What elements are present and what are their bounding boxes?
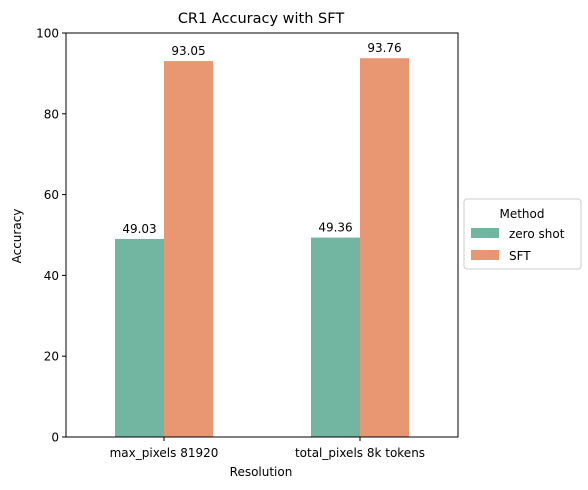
x-axis-label: Resolution (230, 465, 293, 479)
chart-title: CR1 Accuracy with SFT (178, 11, 345, 27)
legend-label: SFT (509, 249, 531, 263)
plot-area: 0 20 40 60 80 100 max_pixels 81920 total_pixel… (36, 27, 459, 460)
bar-sft (164, 61, 213, 437)
legend-title: Method (499, 207, 544, 221)
y-tick-label: 0 (51, 431, 59, 445)
legend-swatch (471, 250, 499, 260)
x-tick-label: max_pixels 81920 (110, 446, 219, 460)
data-labels: 49.03 93.05 49.36 93.76 (122, 41, 401, 236)
legend-items: zero shot SFT (471, 227, 565, 263)
x-axis-ticks: max_pixels 81920 total_pixels 8k tokens (110, 437, 425, 460)
bars (115, 58, 409, 438)
data-label: 49.03 (122, 222, 156, 236)
y-axis-label: Accuracy (10, 209, 24, 264)
y-tick-label: 80 (44, 107, 59, 121)
data-label: 49.36 (318, 221, 352, 235)
bar-zero-shot (311, 237, 360, 437)
y-axis-ticks: 0 20 40 60 80 100 (36, 27, 66, 445)
y-tick-label: 60 (44, 188, 59, 202)
plot-frame (65, 32, 459, 438)
data-label: 93.05 (171, 44, 205, 58)
legend: Method zero shot SFT (463, 198, 582, 270)
y-tick-label: 100 (36, 27, 59, 41)
bar-sft (360, 58, 409, 438)
x-tick-label: total_pixels 8k tokens (295, 446, 425, 460)
y-tick-label: 40 (44, 269, 59, 283)
legend-label: zero shot (509, 227, 565, 241)
y-tick-label: 20 (44, 350, 59, 364)
legend-swatch (471, 228, 499, 238)
data-label: 93.76 (367, 41, 401, 55)
bar-zero-shot (115, 238, 164, 437)
